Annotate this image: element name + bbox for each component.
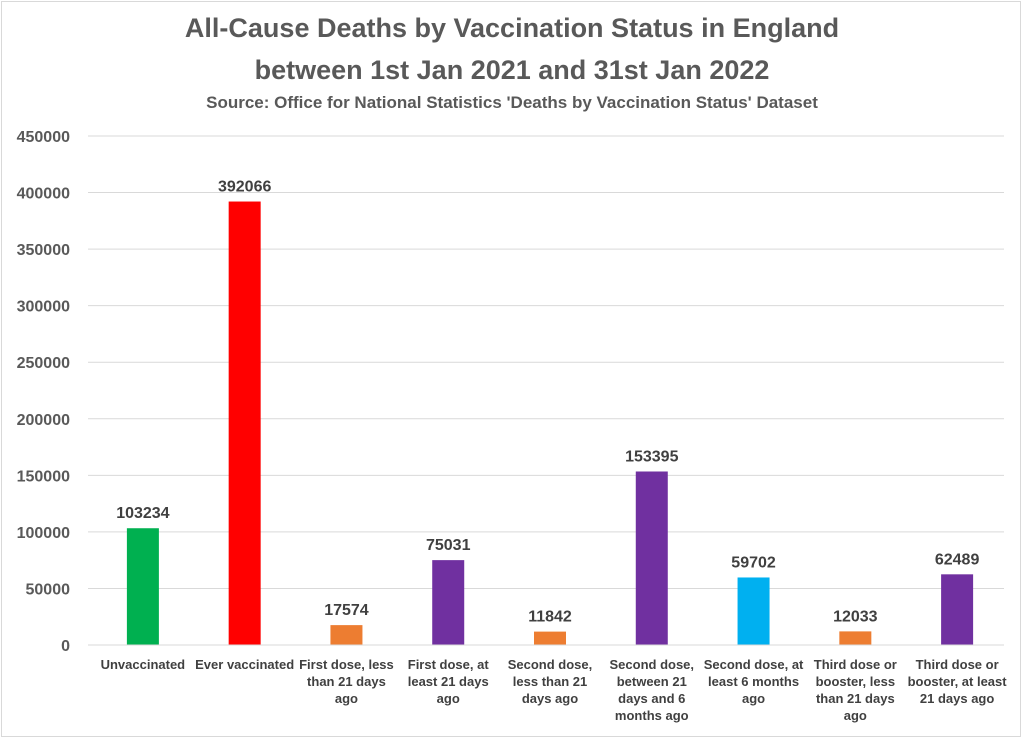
bar-data-label: 17574 [324, 602, 369, 619]
bar-data-label: 392066 [218, 179, 271, 196]
y-tick-label: 450000 [17, 129, 70, 146]
y-tick-label: 0 [61, 638, 70, 655]
x-tick-label: First dose, at least 21 days ago [407, 657, 489, 706]
y-tick-label: 200000 [17, 412, 70, 429]
chart-title-line-2: between 1st Jan 2021 and 31st Jan 2022 [254, 55, 770, 85]
y-tick-label: 50000 [26, 581, 71, 598]
y-tick-label: 400000 [17, 186, 70, 203]
bar-data-label: 75031 [426, 537, 471, 554]
x-tick-label: Ever vaccinated [195, 657, 295, 672]
bar-data-label: 11842 [528, 609, 572, 626]
chart-subtitle: Source: Office for National Statistics '… [206, 93, 818, 112]
x-tick-label: First dose, less than 21 days ago [299, 657, 394, 706]
bar-data-label: 153395 [625, 448, 678, 465]
y-tick-label: 300000 [17, 299, 70, 316]
bar [126, 528, 159, 645]
bar [534, 631, 566, 645]
bar [635, 471, 668, 645]
bar [941, 574, 974, 645]
y-tick-label: 250000 [17, 355, 70, 372]
bar-data-label: 103234 [116, 505, 169, 522]
x-tick-label: Second dose, at least 6 months ago [703, 657, 804, 706]
bar [737, 577, 770, 645]
bar [228, 201, 261, 645]
bar [330, 625, 363, 645]
chart-title-line-1: All-Cause Deaths by Vaccination Status i… [184, 13, 840, 43]
y-tick-label: 100000 [17, 525, 70, 542]
bar-data-label: 62489 [935, 551, 980, 568]
x-tick-label: Unvaccinated [100, 657, 186, 672]
x-tick-label: Third dose or booster, less than 21 days… [813, 657, 897, 723]
x-tick-label: Second dose, less than 21 days ago [507, 657, 593, 706]
y-tick-label: 350000 [17, 242, 70, 259]
bar [839, 631, 872, 645]
y-tick-label: 150000 [17, 468, 70, 485]
x-tick-label: Second dose, between 21 days and 6 month… [609, 657, 695, 723]
x-tick-label: Third dose or booster, at least 21 days … [907, 657, 1007, 706]
bar-data-label: 12033 [833, 608, 878, 625]
bar-data-label: 59702 [731, 554, 776, 571]
bar [432, 560, 465, 645]
